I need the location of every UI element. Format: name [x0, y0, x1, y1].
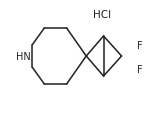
Text: HN: HN: [16, 52, 31, 61]
Text: F: F: [137, 41, 143, 50]
Text: HCl: HCl: [93, 10, 111, 20]
Text: F: F: [137, 65, 143, 75]
